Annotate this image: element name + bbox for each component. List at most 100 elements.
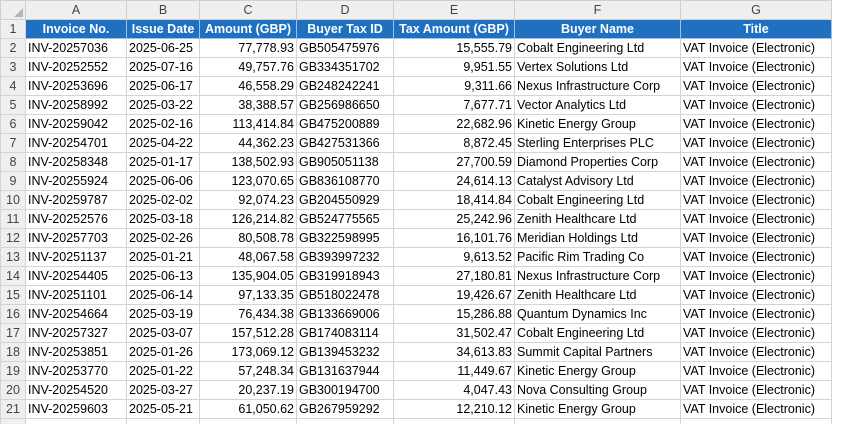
cell-issue-date[interactable]: 2025-01-26 — [126, 342, 200, 362]
cell-title[interactable]: VAT Invoice (Electronic) — [680, 76, 832, 96]
cell-invoice-no[interactable]: INV-20257703 — [25, 228, 127, 248]
cell-issue-date[interactable]: 2025-06-06 — [126, 171, 200, 191]
cell-buyer-name[interactable]: Cobalt Engineering Ltd — [514, 38, 681, 58]
row-header[interactable]: 21 — [0, 399, 26, 419]
cell-issue-date[interactable]: 2025-07-16 — [126, 57, 200, 77]
cell-amount[interactable]: 157,512.28 — [199, 323, 297, 343]
cell-amount[interactable]: 113,414.84 — [199, 114, 297, 134]
column-header-c[interactable]: C — [199, 0, 297, 20]
cell-amount[interactable]: 126,214.82 — [199, 209, 297, 229]
cell-title[interactable]: VAT Invoice (Electronic) — [680, 304, 832, 324]
cell-buyer-tax-id[interactable]: GB300194700 — [296, 380, 394, 400]
cell-issue-date[interactable]: 2025-01-17 — [126, 152, 200, 172]
row-header[interactable]: 12 — [0, 228, 26, 248]
cell-buyer-tax-id[interactable]: GB174083114 — [296, 323, 394, 343]
empty-cell[interactable] — [393, 418, 515, 424]
cell-amount[interactable]: 138,502.93 — [199, 152, 297, 172]
cell-buyer-name[interactable]: Sterling Enterprises PLC — [514, 133, 681, 153]
cell-invoice-no[interactable]: INV-20259787 — [25, 190, 127, 210]
cell-tax-amount[interactable]: 7,677.71 — [393, 95, 515, 115]
cell-invoice-no[interactable]: INV-20255924 — [25, 171, 127, 191]
cell-buyer-name[interactable]: Cobalt Engineering Ltd — [514, 190, 681, 210]
column-header-b[interactable]: B — [126, 0, 200, 20]
row-header[interactable]: 15 — [0, 285, 26, 305]
cell-issue-date[interactable]: 2025-02-16 — [126, 114, 200, 134]
cell-amount[interactable]: 123,070.65 — [199, 171, 297, 191]
cell-invoice-no[interactable]: INV-20252576 — [25, 209, 127, 229]
cell-buyer-name[interactable]: Kinetic Energy Group — [514, 399, 681, 419]
cell-buyer-tax-id[interactable]: GB393997232 — [296, 247, 394, 267]
empty-cell[interactable] — [199, 418, 297, 424]
cell-tax-amount[interactable]: 15,286.88 — [393, 304, 515, 324]
column-header-e[interactable]: E — [393, 0, 515, 20]
row-header[interactable]: 4 — [0, 76, 26, 96]
empty-cell[interactable] — [296, 418, 394, 424]
cell-title[interactable]: VAT Invoice (Electronic) — [680, 399, 832, 419]
cell-title[interactable]: VAT Invoice (Electronic) — [680, 323, 832, 343]
cell-tax-amount[interactable]: 34,613.83 — [393, 342, 515, 362]
cell-tax-amount[interactable]: 12,210.12 — [393, 399, 515, 419]
cell-issue-date[interactable]: 2025-02-02 — [126, 190, 200, 210]
cell-tax-amount[interactable]: 25,242.96 — [393, 209, 515, 229]
cell-invoice-no[interactable]: INV-20254520 — [25, 380, 127, 400]
empty-cell[interactable] — [514, 418, 681, 424]
cell-invoice-no[interactable]: INV-20252552 — [25, 57, 127, 77]
cell-buyer-tax-id[interactable]: GB334351702 — [296, 57, 394, 77]
cell-buyer-name[interactable]: Nexus Infrastructure Corp — [514, 266, 681, 286]
row-header[interactable]: 18 — [0, 342, 26, 362]
cell-tax-amount[interactable]: 18,414.84 — [393, 190, 515, 210]
cell-buyer-tax-id[interactable]: GB322598995 — [296, 228, 394, 248]
cell-title[interactable]: VAT Invoice (Electronic) — [680, 57, 832, 77]
cell-invoice-no[interactable]: INV-20259603 — [25, 399, 127, 419]
select-all-corner[interactable] — [0, 0, 26, 20]
cell-tax-amount[interactable]: 8,872.45 — [393, 133, 515, 153]
cell-amount[interactable]: 77,778.93 — [199, 38, 297, 58]
cell-invoice-no[interactable]: INV-20254664 — [25, 304, 127, 324]
cell-buyer-name[interactable]: Kinetic Energy Group — [514, 114, 681, 134]
cell-buyer-name[interactable]: Nova Consulting Group — [514, 380, 681, 400]
row-header[interactable]: 11 — [0, 209, 26, 229]
header-cell-buyer-tax-id[interactable]: Buyer Tax ID — [296, 19, 394, 39]
cell-buyer-tax-id[interactable]: GB505475976 — [296, 38, 394, 58]
header-cell-issue-date[interactable]: Issue Date — [126, 19, 200, 39]
cell-tax-amount[interactable]: 27,180.81 — [393, 266, 515, 286]
header-cell-buyer-name[interactable]: Buyer Name — [514, 19, 681, 39]
cell-buyer-tax-id[interactable]: GB524775565 — [296, 209, 394, 229]
cell-tax-amount[interactable]: 31,502.47 — [393, 323, 515, 343]
cell-amount[interactable]: 57,248.34 — [199, 361, 297, 381]
cell-title[interactable]: VAT Invoice (Electronic) — [680, 247, 832, 267]
cell-tax-amount[interactable]: 27,700.59 — [393, 152, 515, 172]
cell-amount[interactable]: 49,757.76 — [199, 57, 297, 77]
row-header[interactable]: 2 — [0, 38, 26, 58]
cell-buyer-tax-id[interactable]: GB139453232 — [296, 342, 394, 362]
cell-title[interactable]: VAT Invoice (Electronic) — [680, 114, 832, 134]
cell-invoice-no[interactable]: INV-20254405 — [25, 266, 127, 286]
cell-buyer-name[interactable]: Vertex Solutions Ltd — [514, 57, 681, 77]
cell-title[interactable]: VAT Invoice (Electronic) — [680, 342, 832, 362]
cell-buyer-name[interactable]: Summit Capital Partners — [514, 342, 681, 362]
cell-invoice-no[interactable]: INV-20251137 — [25, 247, 127, 267]
cell-buyer-tax-id[interactable]: GB427531366 — [296, 133, 394, 153]
cell-buyer-name[interactable]: Zenith Healthcare Ltd — [514, 285, 681, 305]
cell-tax-amount[interactable]: 4,047.43 — [393, 380, 515, 400]
cell-title[interactable]: VAT Invoice (Electronic) — [680, 152, 832, 172]
cell-title[interactable]: VAT Invoice (Electronic) — [680, 380, 832, 400]
cell-buyer-name[interactable]: Pacific Rim Trading Co — [514, 247, 681, 267]
cell-amount[interactable]: 20,237.19 — [199, 380, 297, 400]
cell-title[interactable]: VAT Invoice (Electronic) — [680, 38, 832, 58]
cell-invoice-no[interactable]: INV-20258348 — [25, 152, 127, 172]
cell-title[interactable]: VAT Invoice (Electronic) — [680, 190, 832, 210]
cell-issue-date[interactable]: 2025-03-22 — [126, 95, 200, 115]
cell-title[interactable]: VAT Invoice (Electronic) — [680, 209, 832, 229]
cell-issue-date[interactable]: 2025-06-13 — [126, 266, 200, 286]
cell-buyer-tax-id[interactable]: GB475200889 — [296, 114, 394, 134]
cell-buyer-tax-id[interactable]: GB256986650 — [296, 95, 394, 115]
cell-buyer-name[interactable]: Kinetic Energy Group — [514, 361, 681, 381]
row-header[interactable]: 20 — [0, 380, 26, 400]
cell-buyer-name[interactable]: Quantum Dynamics Inc — [514, 304, 681, 324]
cell-tax-amount[interactable]: 11,449.67 — [393, 361, 515, 381]
row-header[interactable]: 8 — [0, 152, 26, 172]
column-header-d[interactable]: D — [296, 0, 394, 20]
cell-title[interactable]: VAT Invoice (Electronic) — [680, 133, 832, 153]
row-header[interactable]: 10 — [0, 190, 26, 210]
